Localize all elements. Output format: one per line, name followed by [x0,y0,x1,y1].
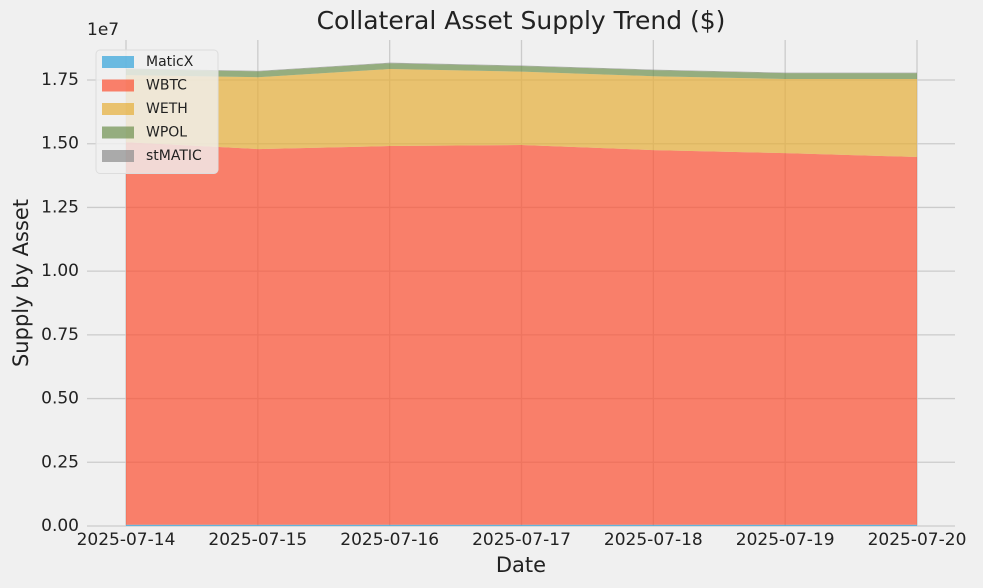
x-tick-label: 2025-07-17 [472,530,571,550]
x-tick-label: 2025-07-15 [208,530,307,550]
y-tick-label: 1.25 [41,197,79,217]
area [126,69,917,157]
area [126,142,917,525]
y-tick-label: 1.75 [41,70,79,90]
y-axis-label: Supply by Asset [9,199,33,367]
y-offset-label: 1e7 [87,20,119,40]
legend-label: stMATIC [146,148,202,164]
chart-title: Collateral Asset Supply Trend ($) [317,6,726,35]
y-tick-label: 1.50 [41,134,79,154]
y-tick-label: 1.00 [41,261,79,281]
legend-label: WBTC [146,78,187,94]
legend-label: WPOL [146,125,187,141]
legend-swatch [102,79,134,92]
x-axis-label: Date [496,553,546,577]
y-tick-label: 0.75 [41,325,79,345]
y-tick-label: 0.25 [41,452,79,472]
area [126,63,917,79]
y-tick-label: 0.00 [41,516,79,536]
legend-swatch [102,126,134,139]
x-tick-label: 2025-07-18 [604,530,703,550]
legend: MaticX WBTC WETH WPOL stMATIC [95,49,219,174]
legend-label: WETH [146,101,188,117]
x-tick-label: 2025-07-19 [736,530,835,550]
legend-label: MaticX [146,54,194,70]
legend-swatch [102,56,134,68]
x-tick-label: 2025-07-20 [868,530,967,550]
legend-swatch [102,103,134,115]
area [126,524,917,526]
legend-swatch [102,150,134,162]
x-tick-label: 2025-07-14 [77,530,176,550]
y-tick-label: 0.50 [41,389,79,409]
x-tick-label: 2025-07-16 [340,530,439,550]
